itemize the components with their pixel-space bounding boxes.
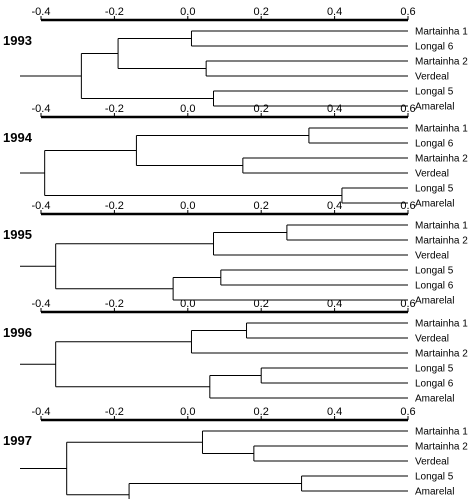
leaf-label: Longal 5 (415, 472, 454, 483)
axis-tick-label: 0.4 (327, 103, 342, 115)
axis-tick-label: 0.4 (327, 298, 342, 310)
axis-tick-label: 0.2 (254, 6, 269, 18)
leaf-label: Verdeal (415, 457, 449, 468)
axis-tick-label: 0.0 (180, 298, 195, 310)
axis-tick-label: 0.4 (327, 406, 342, 418)
axis-tick-label: 0.4 (327, 6, 342, 18)
axis-tick-label: 0.6 (400, 6, 415, 18)
axis-tick-label: 0.2 (254, 298, 269, 310)
axis-tick-label: 0.6 (400, 103, 415, 115)
axis-tick-label: -0.4 (32, 298, 51, 310)
leaf-label: Longal 5 (415, 364, 454, 375)
leaf-label: Amarelal (415, 296, 454, 307)
leaf-label: Martainha 2 (415, 236, 468, 247)
leaf-label: Martainha 1 (415, 124, 468, 135)
axis-tick-label: 0.0 (180, 103, 195, 115)
axis-tick-label: -0.4 (32, 103, 51, 115)
year-label: 1994 (3, 130, 33, 145)
leaf-label: Longal 5 (415, 87, 454, 98)
leaf-label: Longal 6 (415, 139, 454, 150)
axis-tick-label: 0.0 (180, 200, 195, 212)
leaf-label: Amarelal (415, 394, 454, 405)
axis-tick-label: -0.4 (32, 406, 51, 418)
axis-tick-label: 0.6 (400, 298, 415, 310)
axis-tick-label: 0.6 (400, 200, 415, 212)
leaf-label: Longal 5 (415, 184, 454, 195)
year-label: 1995 (3, 227, 32, 242)
leaf-label: Longal 6 (415, 42, 454, 53)
leaf-label: Amarelal (415, 487, 454, 498)
leaf-label: Amarelal (415, 102, 454, 113)
leaf-label: Verdeal (415, 251, 449, 262)
axis-tick-label: -0.2 (105, 200, 124, 212)
leaf-label: Martainha 1 (415, 221, 468, 232)
year-label: 1996 (3, 325, 32, 340)
leaf-label: Verdeal (415, 334, 449, 345)
leaf-label: Martainha 1 (415, 27, 468, 38)
leaf-label: Verdeal (415, 72, 449, 83)
axis-tick-label: -0.4 (32, 6, 51, 18)
leaf-label: Martainha 1 (415, 319, 468, 330)
axis-tick-label: 0.4 (327, 200, 342, 212)
axis-tick-label: 0.0 (180, 6, 195, 18)
leaf-label: Longal 5 (415, 266, 454, 277)
axis-tick-label: 0.6 (400, 406, 415, 418)
axis-tick-label: -0.4 (32, 200, 51, 212)
leaf-label: Martainha 2 (415, 57, 468, 68)
year-label: 1993 (3, 33, 32, 48)
leaf-label: Martainha 1 (415, 427, 468, 438)
axis-tick-label: -0.2 (105, 6, 124, 18)
leaf-label: Amarelal (415, 199, 454, 210)
year-label: 1997 (3, 433, 32, 448)
axis-tick-label: -0.2 (105, 298, 124, 310)
axis-tick-label: 0.2 (254, 200, 269, 212)
axis-tick-label: -0.2 (105, 103, 124, 115)
axis-tick-label: 0.0 (180, 406, 195, 418)
leaf-label: Martainha 2 (415, 442, 468, 453)
leaf-label: Verdeal (415, 169, 449, 180)
leaf-label: Martainha 2 (415, 349, 468, 360)
leaf-label: Martainha 2 (415, 154, 468, 165)
leaf-label: Longal 6 (415, 379, 454, 390)
axis-tick-label: 0.2 (254, 406, 269, 418)
axis-tick-label: -0.2 (105, 406, 124, 418)
leaf-label: Longal 6 (415, 281, 454, 292)
axis-tick-label: 0.2 (254, 103, 269, 115)
